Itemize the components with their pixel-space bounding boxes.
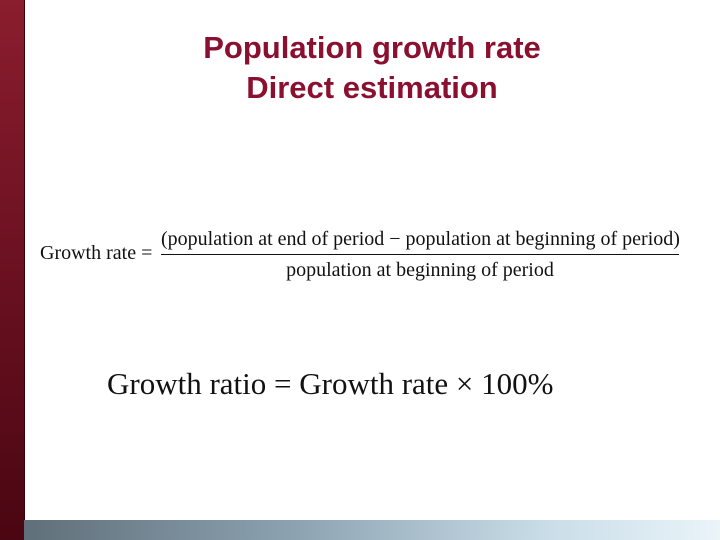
fraction-numerator: (population at end of period − populatio… <box>161 228 680 250</box>
growth-rate-fraction: (population at end of period − populatio… <box>161 226 680 282</box>
left-accent-bar <box>0 0 24 540</box>
growth-ratio-formula: Growth ratio = Growth rate × 100% <box>107 366 554 401</box>
fraction-bar <box>161 254 679 255</box>
bottom-accent-bar <box>24 520 720 540</box>
title-line-2: Direct estimation <box>246 70 498 105</box>
title-line-1: Population growth rate <box>203 30 541 65</box>
growth-rate-lhs: Growth rate = <box>40 242 153 264</box>
growth-rate-formula: Growth rate = (population at end of peri… <box>40 226 685 286</box>
slide-title: Population growth rate Direct estimation <box>24 28 720 108</box>
fraction-denominator: population at beginning of period <box>286 259 554 281</box>
